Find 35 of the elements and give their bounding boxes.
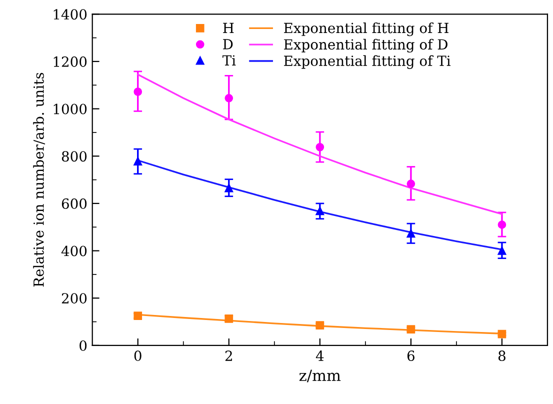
x-axis-title: z/mm [299,370,341,382]
legend-label: D [223,39,233,50]
y-tick-label: 400 [61,246,87,256]
y-tick-label: 600 [62,198,87,209]
point [498,220,506,229]
y-tick-label: 1200 [54,56,87,67]
y-tick-label: 0 [80,340,87,351]
line-series [137,74,503,215]
x-tick-label: 2 [225,350,232,361]
legend-label: Ti [222,55,236,66]
legend-label: Exponential fitting of D [284,38,448,53]
point [316,142,324,152]
legend-label: Exponential fitting of H [284,22,448,36]
legend-label: H [223,22,234,34]
y-tick-label: 1400 [54,9,87,20]
x-tick-label: 4 [316,350,324,361]
legend-label: Exponential fitting of Ti [284,55,450,69]
point [406,180,416,188]
y-tick-label: 200 [62,293,87,304]
point [134,88,142,96]
x-tick-label: 6 [407,350,414,362]
point [134,312,142,320]
x-tick-label: 0 [134,350,142,362]
point [224,314,234,323]
point [224,94,234,102]
point [316,206,324,216]
point [498,330,506,338]
point [406,229,416,238]
point [224,184,234,192]
y-tick-label: 800 [62,151,87,162]
x-tick-label: 8 [498,350,506,362]
point [134,157,142,166]
y-tick-label: 1000 [54,104,87,114]
y-axis-title: Relative ion number/arb. units [33,72,45,287]
point [498,246,506,255]
